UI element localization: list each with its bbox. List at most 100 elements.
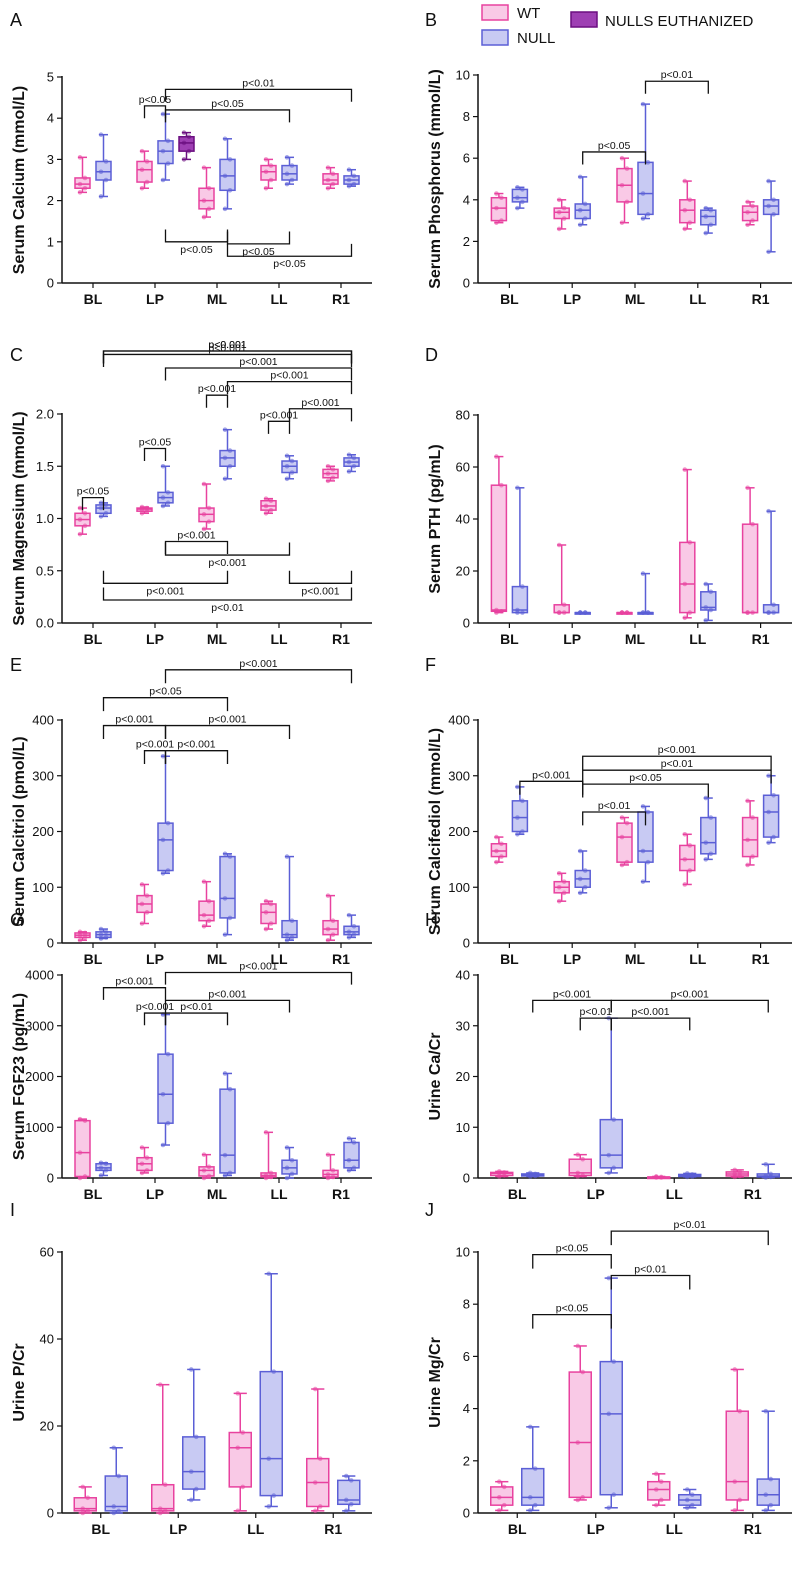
data-point [289, 1171, 295, 1177]
data-point [750, 815, 755, 820]
bracket-line [532, 1313, 612, 1329]
y-tick-label: 40 [456, 512, 470, 527]
data-point [703, 605, 709, 610]
significance-label: p<0.001 [239, 658, 277, 670]
y-tick-label: 20 [456, 1069, 470, 1084]
box-body [73, 1497, 97, 1512]
data-point [737, 1173, 743, 1179]
legend: WT NULL NULLS EUTHANIZED [481, 4, 754, 47]
data-point [771, 792, 776, 798]
box-null-lp [157, 111, 174, 183]
data-point [144, 1168, 150, 1173]
panel-d: D Serum PTH (pg/mL) 0 20 40 60 80 BL LP ML LL R1 [425, 345, 792, 647]
data-point [346, 177, 352, 183]
significance-bracket: p<0.001 [164, 356, 353, 381]
data-point [85, 1508, 91, 1514]
legend-label-null: NULL [517, 30, 555, 47]
data-point [346, 459, 352, 465]
data-point [98, 132, 104, 137]
data-point [732, 1508, 738, 1513]
data-point [771, 602, 776, 608]
data-point [766, 178, 771, 184]
data-point [682, 615, 688, 621]
data-point [201, 1152, 207, 1157]
data-point [139, 1161, 145, 1167]
data-point [240, 1430, 246, 1435]
data-point [165, 161, 171, 166]
data-point [268, 163, 274, 168]
panel-i: I Urine P/Cr 0 20 40 60 BL LP LL R1 [10, 1200, 372, 1537]
data-point [263, 910, 269, 915]
data-point [687, 197, 693, 203]
data-point [351, 455, 357, 461]
data-point [206, 519, 212, 524]
box-body [700, 591, 717, 611]
y-tick-label: 20 [456, 564, 470, 579]
data-point [144, 893, 150, 898]
data-point [80, 1506, 86, 1511]
data-point [160, 871, 166, 876]
box-body [74, 177, 91, 189]
y-axis-label: Serum FGF23 (pg/mL) [11, 993, 28, 1160]
data-point [227, 448, 233, 453]
significance-label: p<0.05 [598, 140, 631, 152]
data-point [577, 174, 583, 180]
box-null-ml [637, 101, 654, 221]
data-point [766, 203, 771, 209]
data-point [82, 1118, 88, 1123]
data-point [640, 216, 646, 221]
data-point [222, 136, 228, 142]
data-point [351, 173, 357, 179]
box-body [157, 822, 174, 872]
data-point [580, 1173, 586, 1178]
x-tick-label: BL [84, 951, 103, 967]
significance-label: p<0.001 [208, 339, 246, 351]
box-null-r1 [343, 912, 360, 940]
data-point [575, 1152, 581, 1157]
box-body [136, 160, 153, 183]
box-null-ll [281, 155, 298, 187]
data-point [708, 589, 714, 595]
data-point [619, 182, 625, 188]
data-point [619, 815, 625, 820]
data-point [556, 898, 562, 904]
data-point [640, 191, 646, 196]
box-null-lp [599, 1275, 623, 1511]
data-point [499, 609, 504, 614]
data-point [77, 932, 83, 938]
data-point [640, 571, 646, 576]
x-tick-label: LP [587, 1521, 605, 1537]
significance-bracket: p<0.05 [164, 229, 229, 256]
data-point [82, 935, 88, 940]
data-point [703, 230, 709, 236]
significance-label: p<0.001 [115, 976, 153, 988]
significance-label: p<0.05 [242, 246, 275, 258]
data-point [687, 868, 693, 873]
box-wt-ll [679, 178, 696, 232]
x-tick-label: LL [666, 1521, 684, 1537]
data-point [750, 854, 755, 859]
data-point [222, 932, 228, 937]
significance-bracket: p<0.001 [136, 739, 174, 765]
bracket-line [582, 769, 772, 784]
box-wt-lp [553, 871, 570, 904]
data-point [556, 610, 562, 615]
data-point [520, 199, 525, 205]
significance-bracket: p<0.001 [164, 739, 229, 765]
x-tick-label: R1 [332, 951, 350, 967]
significance-bracket: p<0.001 [164, 542, 291, 569]
bracket-line [226, 231, 291, 245]
y-tick-label: 0.5 [36, 563, 54, 578]
box-null-lp [182, 1367, 206, 1503]
data-point [351, 1165, 357, 1171]
bracket-line [164, 540, 229, 555]
data-point [577, 222, 583, 228]
data-point [284, 1175, 290, 1181]
bracket-line [164, 971, 353, 985]
box-wt-bl [73, 1484, 97, 1516]
box-body [700, 816, 717, 855]
data-point [201, 214, 207, 220]
y-tick-label: 5 [47, 70, 54, 85]
data-point [103, 502, 109, 508]
x-tick-label: LL [270, 1186, 288, 1202]
